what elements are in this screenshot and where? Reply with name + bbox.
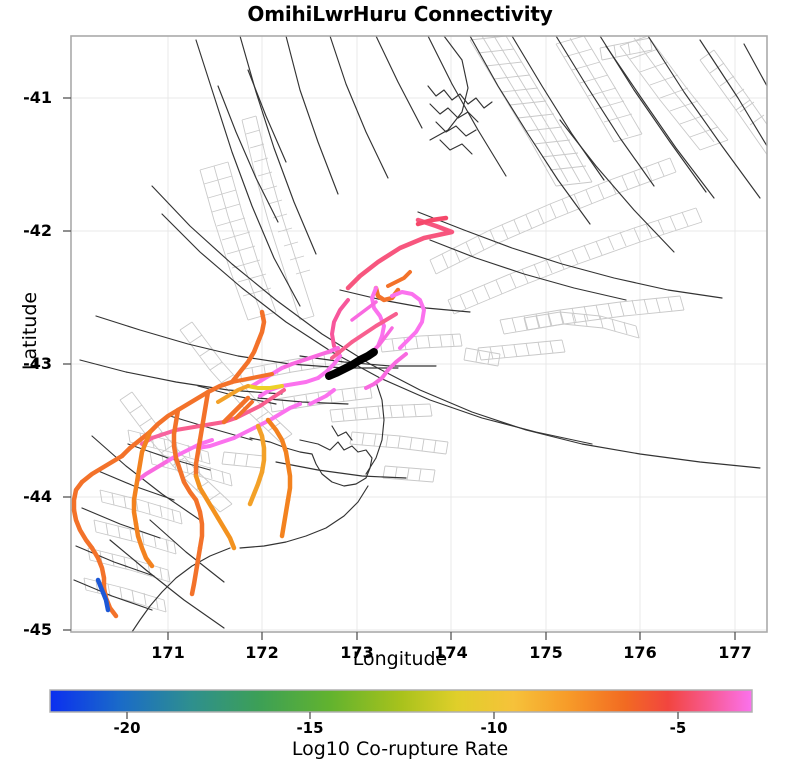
colored-fault-traces — [71, 215, 455, 619]
page-title: OmihiLwrHuru Connectivity — [247, 2, 553, 26]
x-tick-label: 171 — [151, 643, 185, 662]
y-axis-label: Latitude — [19, 291, 41, 371]
colorbar-tick-label: -10 — [480, 719, 508, 737]
colorbar-label: Log10 Co-rupture Rate — [291, 738, 509, 760]
x-axis-label: Longitude — [352, 648, 448, 670]
grid-lines — [71, 36, 767, 632]
x-tick-label: 176 — [623, 643, 657, 662]
y-tick-label: -44 — [23, 487, 52, 506]
x-tick-label: 172 — [245, 643, 279, 662]
colorbar-tick-label: -5 — [669, 719, 687, 737]
x-tick-marks — [167, 632, 736, 640]
plot-frame — [70, 35, 768, 633]
colorbar-tick-label: -15 — [296, 719, 324, 737]
y-tick-marks — [63, 97, 71, 631]
x-tick-label: 175 — [529, 643, 563, 662]
colorbar — [49, 689, 753, 713]
y-tick-label: -41 — [23, 88, 52, 107]
colorbar-tick-marks — [126, 712, 679, 719]
x-tick-label: 177 — [718, 643, 752, 662]
plot-background — [71, 36, 767, 632]
x-tick-label: 173 — [340, 643, 374, 662]
source-fault-trace — [325, 348, 378, 380]
y-tick-label: -43 — [23, 354, 52, 373]
y-tick-label: -42 — [23, 221, 52, 240]
x-tick-label: 174 — [434, 643, 468, 662]
colorbar-tick-label: -20 — [113, 719, 141, 737]
y-tick-label: -45 — [23, 620, 52, 639]
